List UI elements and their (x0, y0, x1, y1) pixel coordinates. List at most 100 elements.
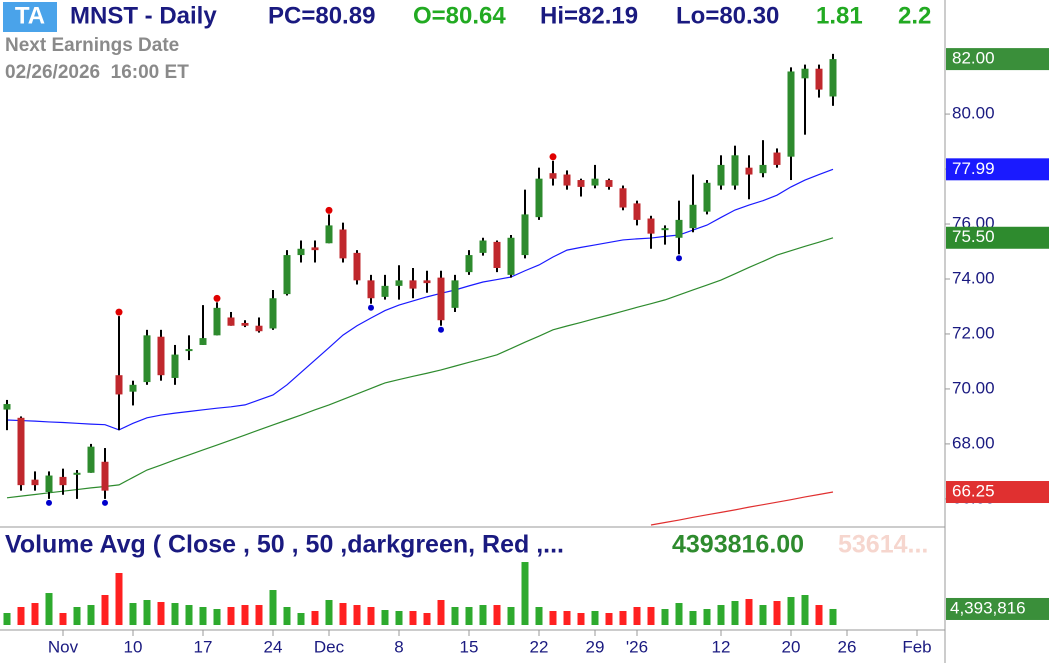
prev-close: PC=80.89 (268, 2, 375, 29)
candle-body (45, 475, 53, 493)
low: Lo=80.30 (676, 2, 779, 29)
candle-body (815, 68, 823, 90)
candle-body (129, 384, 137, 392)
candle-body (563, 174, 571, 186)
x-tick-label: 29 (586, 637, 605, 656)
volume-bar (213, 609, 221, 625)
x-tick-label: 22 (530, 637, 549, 656)
candle-body (185, 349, 193, 352)
volume-bar (465, 607, 473, 625)
pivot-low (102, 499, 108, 506)
volume-bar (101, 595, 109, 625)
moving-average (6, 168, 834, 431)
volume-bar (367, 607, 375, 625)
volume-bar (73, 607, 81, 625)
candle-body (353, 252, 361, 281)
candle-body (171, 354, 179, 378)
candle-body (549, 173, 557, 179)
candle-body (269, 298, 277, 329)
volume-avg: 53614... (838, 531, 928, 559)
volume-bar (297, 613, 305, 625)
pivot-high (115, 308, 123, 316)
candle-body (507, 237, 515, 275)
volume-bar (199, 607, 207, 625)
volume-bar (143, 600, 151, 625)
y-tick-label: 70.00 (952, 378, 995, 397)
volume-bar (619, 610, 627, 625)
volume-bar (31, 603, 39, 625)
x-tick-label: 12 (712, 637, 731, 656)
candle-body (73, 472, 81, 475)
candle-body (297, 248, 305, 256)
candle-body (717, 164, 725, 186)
candle-body (605, 180, 613, 187)
volume-bar (801, 595, 809, 625)
x-tick-label: Dec (314, 637, 345, 656)
volume-bar (437, 600, 445, 625)
x-tick-label: 20 (782, 637, 801, 656)
volume-bar (423, 613, 431, 625)
volume-bar (115, 572, 123, 625)
volume-last-box (946, 597, 1049, 620)
x-tick-label: Nov (48, 637, 79, 656)
pivot-low (438, 326, 444, 333)
candle-body (703, 182, 711, 212)
candle-body (395, 280, 403, 286)
volume-bar (787, 597, 795, 625)
candle-body (451, 280, 459, 308)
volume-title: Volume Avg ( Close , 50 , 50 ,darkgreen,… (5, 531, 564, 559)
candle-body (115, 375, 123, 395)
volume-bar (59, 613, 67, 625)
candle-body (325, 225, 333, 244)
volume-bar (829, 608, 837, 625)
volume-bar (717, 605, 725, 625)
volume-bar (689, 610, 697, 625)
candle-body (479, 240, 487, 253)
volume-bar (311, 610, 319, 625)
volume-bar (87, 605, 95, 625)
last-value-box (946, 48, 1049, 71)
volume-bar (185, 605, 193, 625)
x-tick-label: 10 (124, 637, 143, 656)
volume-bar (591, 610, 599, 625)
volume-bar (227, 607, 235, 625)
volume-bar (255, 605, 263, 625)
volume-bar (381, 610, 389, 625)
volume-bar (269, 590, 277, 625)
candle-body (745, 167, 753, 175)
candle-body (3, 404, 11, 410)
y-tick-label: 72.00 (952, 323, 995, 342)
candle-body (101, 461, 109, 491)
last-value-label: 82.00 (952, 49, 995, 68)
volume-bar (283, 607, 291, 625)
pivot-high (325, 206, 333, 214)
volume-bar (815, 605, 823, 625)
candle-body (227, 317, 235, 326)
candle-body (521, 214, 529, 256)
candle-body (577, 180, 585, 187)
volume-panel (3, 562, 837, 625)
change-pct: 2.2 (898, 2, 931, 29)
candle-body (437, 277, 445, 321)
volume-bar (395, 610, 403, 625)
candle-body (647, 218, 655, 234)
x-tick-label: '26 (626, 637, 648, 656)
candle-body (661, 228, 669, 231)
candle-body (829, 59, 837, 97)
candle-body (409, 280, 417, 289)
candle-body (157, 336, 165, 376)
x-tick-label: Feb (902, 637, 931, 656)
high: Hi=82.19 (540, 2, 638, 29)
candle-body (633, 203, 641, 220)
candle-body (143, 335, 151, 383)
earnings-date: 02/26/2026 16:00 ET (5, 62, 189, 83)
last-value-label: 66.25 (952, 482, 995, 501)
volume-bar (647, 607, 655, 625)
y-tick-label: 80.00 (952, 104, 995, 123)
volume-bar (535, 607, 543, 625)
earnings-label: Next Earnings Date (5, 35, 179, 56)
candle-body (199, 338, 207, 345)
last-value-label: 77.99 (952, 159, 995, 178)
